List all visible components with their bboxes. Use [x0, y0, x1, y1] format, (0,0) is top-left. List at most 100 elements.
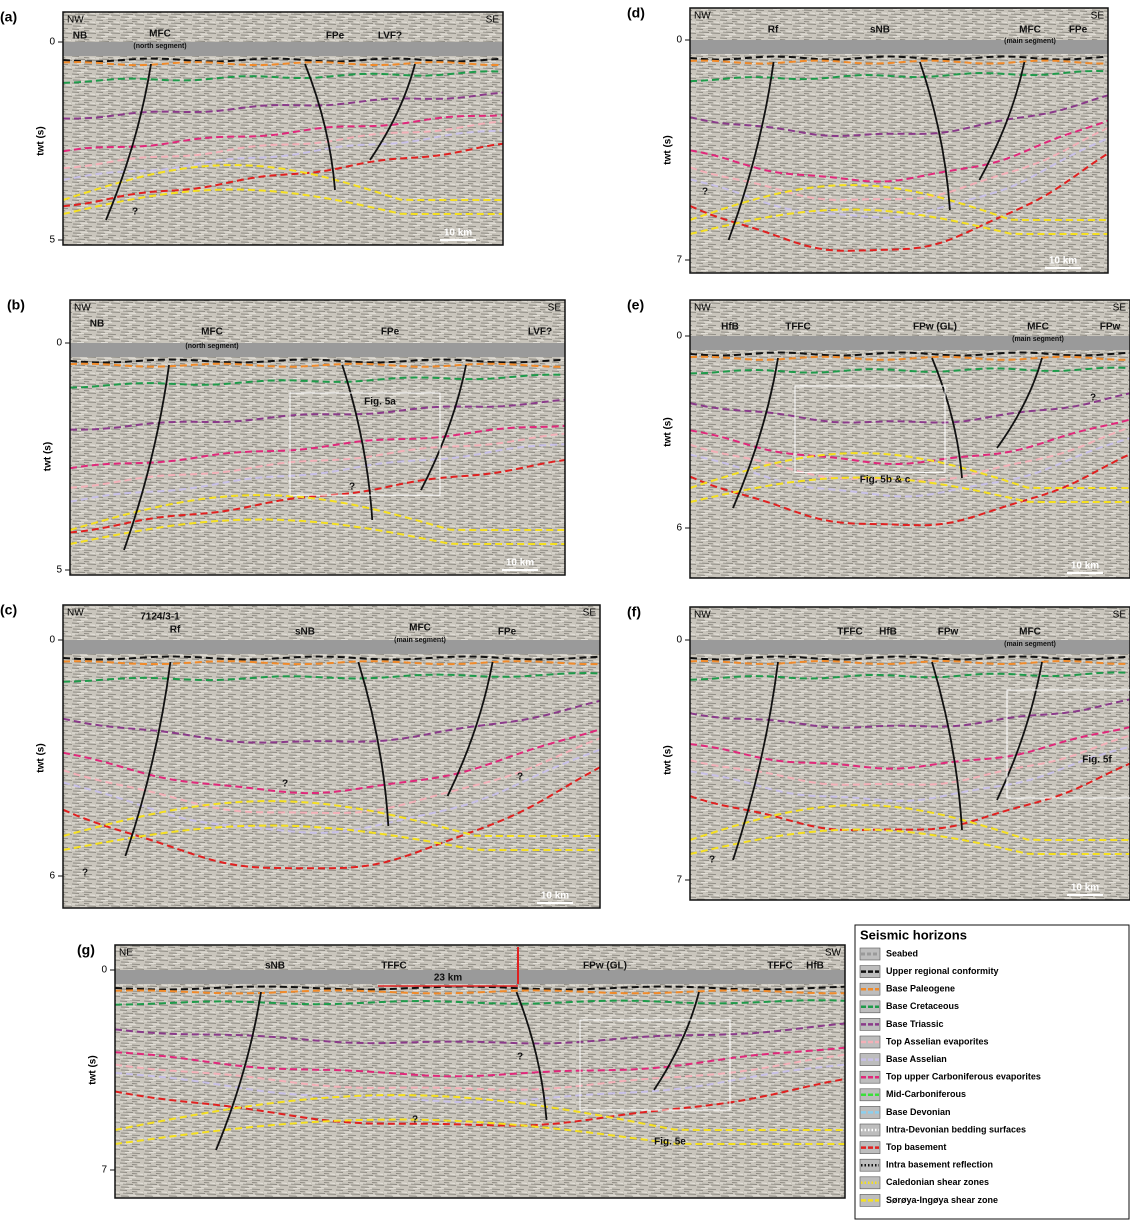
feature-label: HfB — [879, 627, 897, 638]
seismic-panel: (a) NW SE 0 5 twt (s) 10 km NB MFC (north segment… — [0, 9, 504, 246]
orientation-left: NW — [67, 608, 84, 619]
horizon — [689, 762, 1130, 832]
panel-letter: (a) — [0, 9, 17, 25]
panel-frame — [62, 604, 601, 909]
fault — [124, 661, 172, 857]
scale-label: 10 km — [1049, 256, 1077, 267]
horizon — [689, 55, 1109, 61]
axis-label: twt (s) — [43, 442, 54, 471]
horizon — [62, 142, 504, 208]
panel-letter: (f) — [627, 604, 641, 620]
horizon — [62, 660, 600, 666]
panel-letter: (g) — [77, 942, 95, 958]
orientation-right: SE — [486, 15, 500, 26]
legend-label: Top upper Carboniferous evaporites — [886, 1072, 1041, 1082]
horizon — [62, 655, 601, 661]
horizon — [689, 453, 1130, 527]
axis-tick-label: 7 — [101, 1165, 107, 1176]
feature-label: sNB — [265, 961, 285, 972]
horizon — [114, 1022, 846, 1045]
panel-letter: (e) — [627, 297, 644, 313]
seismic-panel: (c) NW SE 0 6 twt (s) 10 km 7124/3-1 Rf sNB MFC (ma… — [0, 602, 601, 909]
fault — [357, 661, 390, 827]
legend-title: Seismic horizons — [860, 927, 967, 942]
seismic-panel: (g) NE SW 0 7 twt (s) sNB TFFC 23 km FPw (GL) TFFC… — [77, 942, 846, 1199]
legend-swatch — [859, 1176, 881, 1190]
figure-reference: Fig. 5f — [1082, 755, 1112, 766]
feature-label: FPe — [1069, 25, 1088, 36]
shear-zone — [689, 452, 1130, 489]
horizon — [689, 745, 1130, 803]
fault — [304, 63, 336, 191]
orientation-right: SE — [1113, 610, 1127, 621]
horizon — [114, 1063, 846, 1104]
feature-label: MFC — [1027, 322, 1049, 333]
scale-label: 10 km — [541, 891, 569, 902]
horizon — [69, 424, 566, 470]
orientation-left: NW — [694, 610, 711, 621]
legend-label: Sørøya-Ingøya shear zone — [886, 1195, 998, 1205]
feature-label: (main segment) — [1012, 336, 1064, 343]
feature-label: ? — [709, 855, 715, 866]
horizon — [689, 698, 1130, 729]
feature-label: NB — [73, 31, 87, 42]
horizon — [62, 737, 601, 815]
horizon — [69, 459, 566, 534]
horizon — [689, 437, 1130, 498]
axis-label: twt (s) — [663, 135, 674, 164]
axis-tick-label: 0 — [676, 331, 682, 342]
feature-label: MFC — [409, 623, 431, 634]
horizon — [62, 766, 601, 870]
axis-tick-label: 0 — [56, 338, 62, 349]
feature-label: 7124/3-1 — [140, 612, 180, 623]
orientation-left: NE — [119, 948, 133, 959]
legend-label: Caledonian shear zones — [886, 1177, 989, 1187]
feature-label: ? — [132, 207, 138, 218]
water-column — [63, 42, 503, 56]
legend-label: Mid-Carboniferous — [886, 1089, 966, 1099]
horizon — [114, 1053, 846, 1091]
horizon — [69, 443, 566, 503]
feature-label: ? — [82, 868, 88, 879]
feature-label: LVF? — [528, 327, 552, 338]
legend-label: Upper regional conformity — [886, 966, 999, 976]
horizon — [62, 129, 504, 181]
feature-label: FPe — [326, 31, 345, 42]
fault — [732, 661, 779, 861]
fault — [931, 661, 963, 831]
feature-label: ? — [702, 187, 708, 198]
horizon — [689, 659, 1130, 666]
scale-label: 10 km — [1071, 561, 1099, 572]
feature-label: TFFC — [381, 961, 407, 972]
fault — [996, 661, 1043, 801]
feature-label: FPe — [381, 327, 400, 338]
fault — [515, 991, 548, 1121]
feature-label: NB — [90, 319, 104, 330]
horizon — [62, 120, 504, 170]
horizon — [62, 748, 601, 834]
fault — [123, 364, 170, 551]
figure-reference-box — [1006, 689, 1130, 799]
legend-box — [854, 924, 1130, 1220]
horizon — [62, 728, 601, 795]
orientation-right: SE — [1091, 11, 1105, 22]
horizon — [689, 392, 1130, 424]
feature-label: (north segment) — [133, 43, 186, 50]
legend-label: Top Asselian evaporites — [886, 1036, 989, 1046]
feature-label: Rf — [768, 25, 779, 36]
horizon — [689, 126, 1109, 202]
axis-tick-label: 0 — [49, 37, 55, 48]
feature-label: ? — [349, 482, 355, 493]
shear-zone — [689, 804, 1130, 841]
horizon — [689, 726, 1130, 770]
legend-label: Base Triassic — [886, 1019, 944, 1029]
feature-label: 23 km — [434, 973, 462, 984]
horizon — [69, 358, 566, 364]
legend-swatch — [859, 1123, 881, 1137]
water-column — [70, 343, 565, 357]
feature-label: (main segment) — [1004, 641, 1056, 648]
section-background — [70, 300, 565, 575]
orientation-left: NW — [67, 15, 84, 26]
feature-label: (main segment) — [394, 637, 446, 644]
shear-zone — [114, 1118, 845, 1145]
